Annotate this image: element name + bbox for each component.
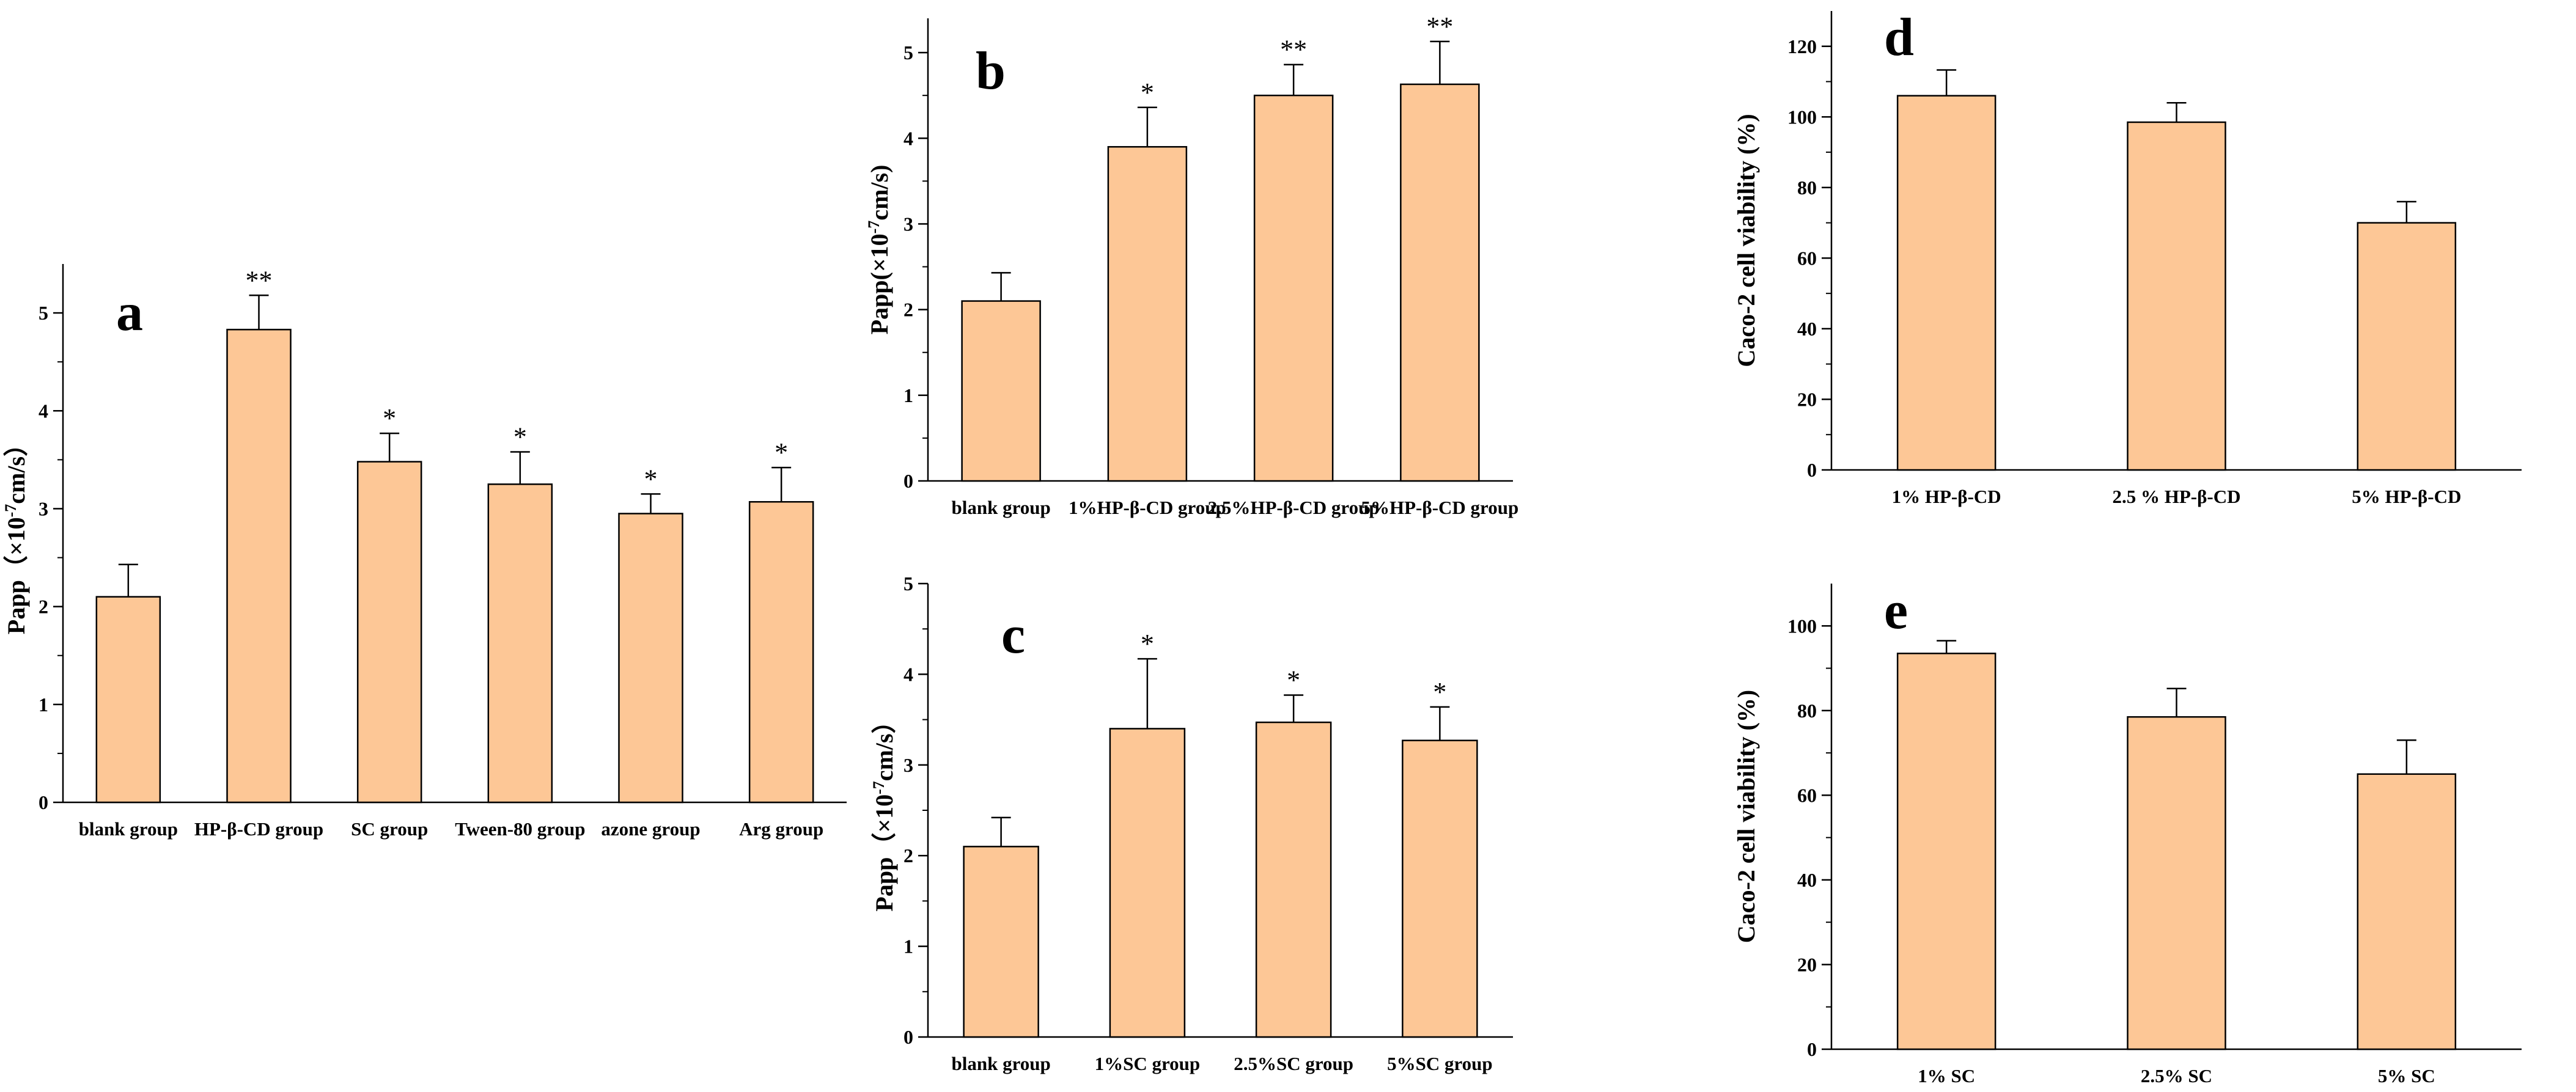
bar-c-2 [1109,728,1186,1038]
significance-marker: ** [246,265,273,295]
y-tick-label: 0 [1807,459,1817,481]
panel-letter: a [116,283,143,342]
y-tick-label: 20 [1797,388,1817,410]
y-axis-title: Papp（×10-7cm/s） [870,709,898,911]
y-tick-label: 3 [39,497,48,519]
y-tick-label: 120 [1787,35,1817,57]
x-category-label: 5%HP-β-CD group [1361,497,1519,518]
significance-marker: * [644,464,658,494]
chart-panel-b: 0 1 2 3 4 5 Papp(×10-7cm/s) blank group * 1%HP-β-… [865,12,1518,518]
y-tick-label: 3 [903,754,913,776]
y-axis-title: Papp（×10-7cm/s） [2,432,30,634]
y-tick-label: 100 [1787,615,1817,637]
y-tick-label: 1 [39,694,48,716]
bar-e-3 [2357,773,2457,1050]
y-tick-label: 0 [1807,1038,1817,1060]
y-tick-label: 40 [1797,869,1817,891]
y-tick-label: 4 [903,663,913,685]
bar-a-2 [226,329,292,804]
bar-b-1 [961,300,1041,482]
y-axis-title: Papp(×10-7cm/s) [865,165,893,335]
significance-marker: * [513,422,527,452]
bar-a-6 [748,500,814,804]
y-tick-label: 0 [903,1026,913,1048]
x-category-label: 2.5 % HP-β-CD [2112,486,2240,507]
significance-marker: * [775,438,788,467]
bar-b-3 [1253,94,1334,482]
y-tick-label: 5 [903,42,913,64]
bar-a-4 [487,483,553,804]
chart-panel-e: 0 20 40 60 80 100 Caco-2 cell viability (%) 1% … [1732,581,2522,1087]
y-tick-label: 3 [903,213,913,235]
y-tick-label: 5 [903,573,913,595]
panel-letter: e [1884,581,1908,640]
y-tick-label: 80 [1797,700,1817,722]
y-tick-label: 80 [1797,177,1817,199]
bar-c-3 [1255,721,1332,1038]
x-category-label: 1%SC group [1095,1053,1201,1074]
chart-panel-c: 0 1 2 3 4 5 Papp（×10-7cm/s） blank group * 1%SC gr… [870,573,1513,1074]
y-tick-label: 1 [903,936,913,958]
significance-marker: * [1287,665,1300,695]
x-category-label: 5% HP-β-CD [2352,486,2461,507]
y-tick-label: 1 [903,384,913,406]
bar-b-2 [1107,146,1188,482]
y-tick-label: 2 [903,299,913,321]
y-tick-label: 60 [1797,247,1817,269]
y-tick-label: 0 [39,791,48,813]
x-category-label: 5%SC group [1387,1053,1493,1074]
x-category-label: 1%HP-β-CD group [1069,497,1226,518]
bar-d-2 [2127,121,2226,471]
significance-marker: * [383,403,396,433]
x-category-label: 1% HP-β-CD [1892,486,2001,507]
bar-a-3 [356,461,422,804]
y-tick-label: 4 [39,400,48,422]
bar-d-1 [1896,95,1996,471]
y-tick-label: 40 [1797,318,1817,340]
x-category-label: SC group [351,818,428,840]
bar-a-1 [95,596,161,804]
significance-marker: * [1433,677,1446,707]
y-tick-label: 4 [903,127,913,149]
panel-letter: d [1884,8,1914,67]
significance-marker: ** [1426,12,1453,42]
panel-letter: b [976,42,1006,101]
y-tick-label: 2 [903,845,913,867]
x-category-label: blank group [951,497,1050,518]
bar-a-5 [618,513,683,804]
y-tick-label: 20 [1797,953,1817,975]
x-category-label: azone group [601,818,700,840]
bar-d-3 [2357,222,2457,471]
x-category-label: HP-β-CD group [194,818,323,840]
significance-marker: * [1141,629,1154,659]
significance-marker: * [1141,78,1154,108]
bar-e-2 [2127,716,2226,1050]
x-category-label: 2.5%SC group [1234,1053,1353,1074]
bar-c-4 [1402,739,1478,1038]
significance-marker: ** [1280,35,1307,65]
y-tick-label: 60 [1797,784,1817,806]
y-axis-title: Caco-2 cell viability (%) [1732,690,1760,943]
y-tick-label: 5 [39,302,48,324]
bar-b-4 [1400,83,1480,482]
x-category-label: 5% SC [2378,1065,2435,1087]
x-category-label: 2.5%HP-β-CD group [1208,497,1380,518]
y-axis-title: Caco-2 cell viability (%) [1732,114,1760,367]
x-category-label: Arg group [739,818,823,840]
y-tick-label: 2 [39,596,48,618]
bar-c-1 [963,846,1039,1038]
x-category-label: 2.5% SC [2141,1065,2212,1087]
y-tick-label: 0 [903,470,913,492]
y-tick-label: 100 [1787,106,1817,128]
x-category-label: Tween-80 group [455,818,585,840]
chart-panel-d: 0 20 40 60 80 100 120 Caco-2 cell viability (%)… [1732,8,2522,507]
bar-e-1 [1896,653,1996,1050]
x-category-label: 1% SC [1918,1065,1975,1087]
x-category-label: blank group [951,1053,1050,1074]
x-category-label: blank group [79,818,178,840]
panel-letter: c [1001,606,1025,665]
